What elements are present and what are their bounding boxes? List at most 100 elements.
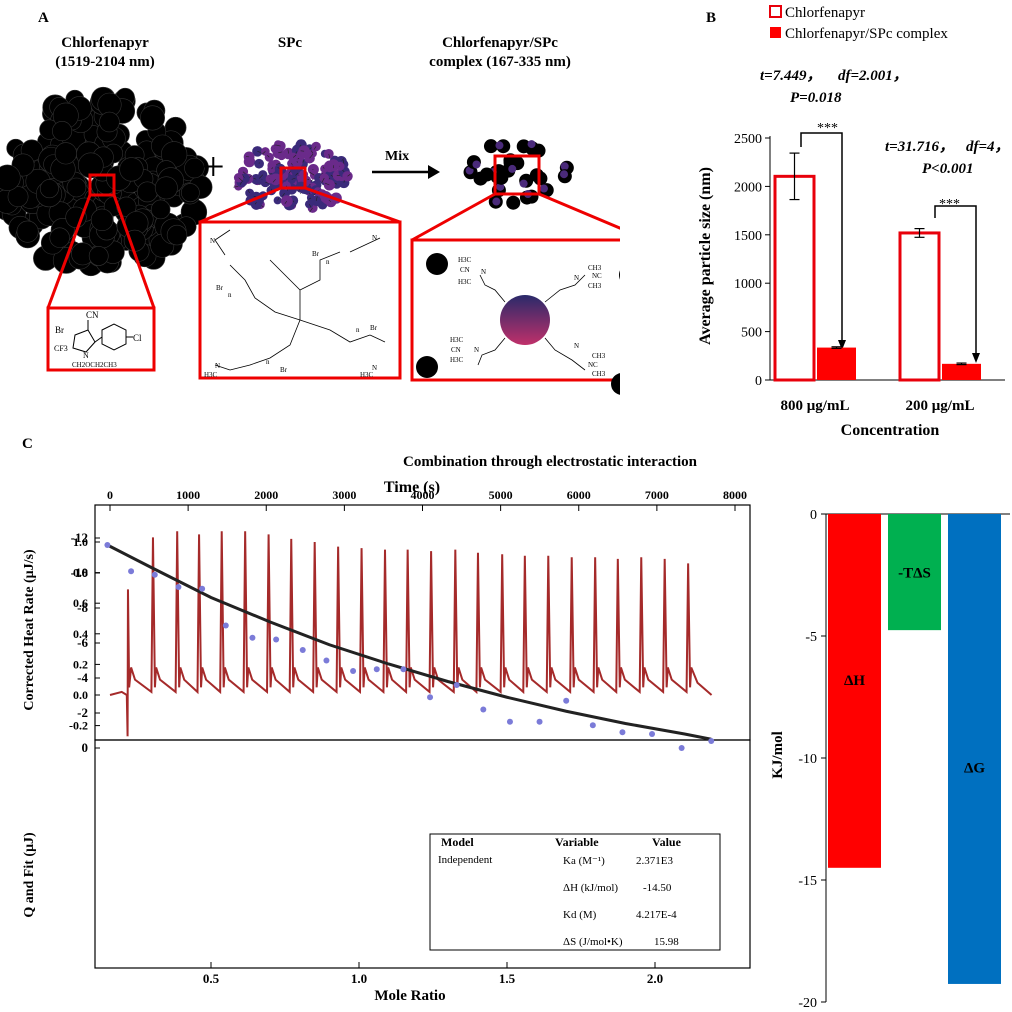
spc-particle (319, 173, 330, 183)
spc-n-sub4: n (266, 358, 270, 366)
stat2-p: P<0.001 (922, 161, 973, 177)
sig-bracket-2 (934, 205, 977, 360)
cx-n1: N (481, 268, 486, 276)
thermo-bar-label: -TΔS (898, 565, 931, 581)
spc-particle (327, 159, 340, 172)
sig-2: *** (939, 197, 960, 212)
thermo-bar (828, 514, 881, 868)
complex-particle (506, 195, 521, 210)
complex-spc-particle (527, 140, 536, 149)
cx-h3c1: H3C (458, 256, 472, 264)
spc-chain (308, 197, 312, 200)
chart-b-ytick-label: 2500 (734, 132, 762, 147)
spc-particle (320, 164, 329, 173)
fit-row-ds-val: 15.98 (654, 936, 679, 948)
fit-row-kd-var: Kd (M) (563, 909, 597, 921)
spc-chain (247, 189, 250, 194)
itc-ytick-label: 0.8 (73, 566, 88, 580)
data-point (453, 682, 460, 688)
chem-ethoxy: CH2OCH2CH3 (72, 361, 117, 369)
fit-row-ka-var: Ka (M⁻¹) (563, 855, 605, 867)
fit-row-ka-val: 2.371E3 (636, 855, 673, 867)
spc-chain (309, 207, 313, 213)
thermo-ytick-label: -5 (805, 630, 817, 645)
bar-complex (942, 363, 981, 380)
spc-chain (328, 199, 332, 202)
chlor-particle (184, 157, 205, 179)
spc-chain (257, 151, 261, 153)
itc-xtick-label: 5000 (489, 488, 513, 502)
spc-chain (262, 151, 266, 155)
itc-ytick-label: 0.0 (73, 688, 88, 702)
cx-nc2: NC (588, 361, 598, 369)
cx-nc1: NC (592, 272, 602, 280)
cx-n2: N (474, 346, 479, 354)
chlor-structure (72, 320, 133, 353)
cx-ch3-3: CH3 (592, 352, 606, 360)
stat1-t: t=7.449， (760, 68, 821, 84)
spc-h3c1: H3C (204, 371, 218, 379)
itc-bot-ytick-label: -6 (77, 635, 88, 650)
cx-h3c3: H3C (450, 336, 464, 344)
legend-swatch-chlor (769, 5, 782, 18)
chlor-particle (90, 208, 114, 232)
chlorfenapyr-title: Chlorfenapyr (1519-2104 nm) (20, 34, 190, 72)
zoom-box-spc (279, 166, 307, 190)
chart-b-ytick-label: 500 (741, 326, 762, 341)
spc-h3c2: H3C (360, 371, 374, 379)
spc-chain (342, 159, 345, 165)
spc-chain (277, 197, 280, 201)
fit-table-model: Independent (438, 854, 492, 866)
complex-spc-particle (508, 164, 517, 173)
spc-chain (272, 179, 276, 183)
chem-br: Br (55, 325, 64, 335)
chem-cf3: CF3 (54, 344, 68, 353)
complex-spc-particle (492, 197, 501, 206)
itc-xtick-label: 2000 (254, 488, 278, 502)
panel-c-itc: Time (s) 0 1000 2000 3000 4000 5000 6000 7000 80… (22, 479, 751, 1004)
chart-b-xlabel: Concentration (841, 422, 940, 439)
spc-chain (278, 151, 283, 154)
thermo-bar-label: ΔH (844, 673, 865, 689)
sig-bracket-1 (800, 132, 843, 345)
thermo-ytick-label: -15 (798, 874, 817, 889)
spc-chain (287, 149, 289, 154)
fit-table-header-value: Value (652, 835, 682, 849)
stat2-df: df=4， (966, 139, 1010, 155)
itc-bot-ytick-label: -12 (71, 530, 88, 545)
chart-b-ytick-label: 1000 (734, 277, 762, 292)
itc-ytick-label: 0.4 (73, 627, 88, 641)
chlorfenapyr-label: Chlorfenapyr (61, 35, 149, 51)
data-point (708, 738, 715, 744)
cx-cn1: CN (460, 266, 470, 274)
spc-chain (293, 154, 297, 158)
spc-chain (309, 172, 315, 176)
bar-complex (817, 347, 856, 380)
fit-row-dh-var: ΔH (kJ/mol) (563, 882, 618, 894)
data-point (104, 542, 111, 548)
mix-label: Mix (385, 149, 409, 164)
itc-bot-xtick-label: 1.0 (351, 971, 367, 986)
data-point (506, 718, 513, 725)
spc-n-sub1: n (228, 291, 232, 299)
complex-spc-particle (560, 170, 569, 179)
thermo-ytick-label: 0 (810, 508, 817, 523)
data-point (350, 668, 357, 674)
thermo-bar (888, 514, 941, 631)
data-point (400, 666, 407, 673)
itc-bot-frame (94, 739, 751, 969)
spc-chain (328, 153, 331, 159)
spc-chain (311, 150, 314, 154)
data-point (323, 657, 330, 664)
spc-chain (265, 181, 270, 184)
chart-b-ytick-label: 0 (755, 374, 762, 389)
itc-bot-ytick-label: -4 (77, 670, 88, 685)
spc-particle (273, 196, 282, 205)
spc-chain (275, 144, 281, 147)
chem-cl: Cl (133, 333, 142, 343)
complex-size-label: complex (167-335 nm) (429, 54, 571, 70)
spc-n1: N (210, 237, 215, 245)
spc-n3: N (215, 362, 220, 370)
chlor-particle (7, 186, 29, 208)
spc-chain (259, 174, 264, 179)
